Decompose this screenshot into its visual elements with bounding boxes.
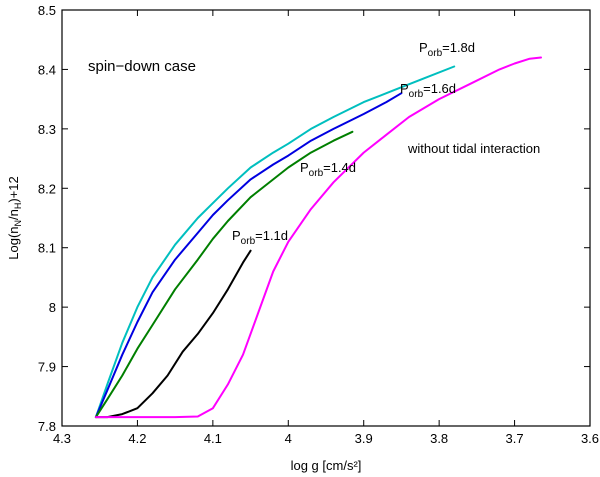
- x-tick-label: 4: [285, 431, 292, 446]
- y-tick-label: 7.9: [38, 360, 56, 375]
- y-axis: 7.8 7.9 8 8.1 8.2 8.3 8.4 8.5: [38, 3, 590, 434]
- series-label-3: Porb=1.1d: [232, 228, 288, 247]
- y-tick-label: 8.5: [38, 3, 56, 18]
- y-tick-label: 8.4: [38, 62, 56, 77]
- x-tick-label: 3.9: [355, 431, 373, 446]
- series-line-0: [94, 65, 456, 419]
- svg-text:Log(nN/nH)+12: Log(nN/nH)+12: [6, 176, 23, 259]
- plot-frame: [61, 9, 591, 427]
- x-tick-label: 3.7: [506, 431, 524, 446]
- x-tick-label: 4.1: [204, 431, 222, 446]
- series-line-2: [94, 130, 354, 419]
- y-tick-label: 8.3: [38, 122, 56, 137]
- y-tick-label: 8: [49, 300, 56, 315]
- series-line-1: [94, 92, 403, 419]
- y-tick-label: 8.2: [38, 181, 56, 196]
- x-tick-label: 4.2: [128, 431, 146, 446]
- series-label-1: Porb=1.6d: [400, 81, 456, 100]
- x-tick-label: 3.8: [430, 431, 448, 446]
- y-tick-label: 8.1: [38, 241, 56, 256]
- series-label-2: Porb=1.4d: [300, 160, 356, 179]
- x-tick-label: 4.3: [53, 431, 71, 446]
- annotation-spin-down-case: spin−down case: [88, 58, 196, 75]
- series-line-3: [94, 249, 252, 419]
- x-tick-label: 3.6: [581, 431, 599, 446]
- series-labels: Porb=1.8d Porb=1.6d Porb=1.4d Porb=1.1d with…: [232, 40, 540, 247]
- series-label-0: Porb=1.8d: [419, 40, 475, 59]
- x-axis-title: log g [cm/s²]: [291, 458, 362, 473]
- series-group: [94, 56, 542, 419]
- y-tick-label: 7.8: [38, 419, 56, 434]
- x-axis: 4.3 4.2 4.1 4 3.9 3.8 3.7 3.6: [53, 10, 599, 446]
- plot-area: [61, 9, 591, 427]
- y-axis-title: Log(nN/nH)+12: [6, 176, 23, 259]
- series-label-4: without tidal interaction: [407, 141, 540, 156]
- series-line-4: [94, 56, 542, 419]
